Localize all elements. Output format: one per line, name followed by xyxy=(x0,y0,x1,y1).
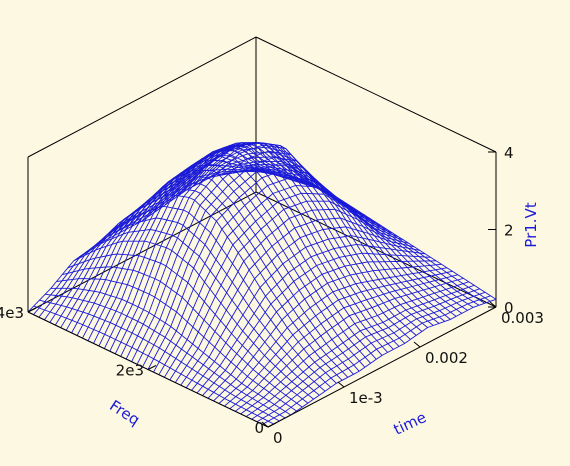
surface-mesh-line-time xyxy=(33,305,274,425)
surface-mesh-line-time xyxy=(215,163,457,317)
z-tick-label: 0 xyxy=(504,299,514,317)
surface-mesh-line-time xyxy=(62,266,303,408)
surface-mesh-line-freq xyxy=(218,267,447,404)
x-axis-tick xyxy=(267,422,277,428)
surface-mesh-line-freq xyxy=(120,142,349,357)
surface-mesh-line-time xyxy=(204,156,445,322)
surface-mesh-line-time xyxy=(67,253,309,404)
surface-mesh-line-time xyxy=(170,142,411,340)
y-axis-tick xyxy=(489,301,497,308)
x-tick-label: 2e3 xyxy=(116,362,144,380)
surface-mesh-line-time xyxy=(210,160,451,320)
surface-mesh-line-time xyxy=(135,155,377,360)
x-tick-label: 0 xyxy=(254,419,264,437)
surface-mesh-line-time xyxy=(175,142,417,336)
surface-mesh-line-time xyxy=(50,287,292,416)
surface-mesh-line-time xyxy=(238,170,480,306)
y-tick-label: 0.003 xyxy=(501,309,544,327)
surface-mesh-line-time xyxy=(73,240,314,400)
plot-box-front-frame xyxy=(27,306,497,428)
x-axis-title: Freq xyxy=(106,397,143,430)
z-tick-label: 4 xyxy=(504,144,514,162)
surface-mesh-line-time xyxy=(198,151,440,324)
surface-mesh-line-time xyxy=(79,229,320,396)
y-axis-tick xyxy=(261,421,269,428)
box-edge xyxy=(255,36,497,153)
surface-mesh-line-time xyxy=(153,146,394,350)
surface-mesh-line-time xyxy=(181,142,423,332)
surface-mesh-line-time xyxy=(250,169,491,302)
surface-mesh-line-time xyxy=(90,205,332,388)
surface-mesh-line-time xyxy=(56,278,297,412)
surface-mesh-line-time xyxy=(192,146,434,326)
surface-mesh-line-time xyxy=(101,188,343,381)
y-axis-tick xyxy=(413,341,421,348)
surface-mesh-line-time xyxy=(255,168,497,300)
surface-mesh-line-time xyxy=(45,293,286,419)
box-edge xyxy=(267,306,497,428)
x-axis-tick xyxy=(27,307,37,313)
surface-mesh-line-time xyxy=(96,194,337,384)
y-tick-label: 0 xyxy=(273,429,283,447)
y-axis-title: time xyxy=(391,408,429,439)
surface-mesh-line-time xyxy=(107,182,349,378)
surface-mesh-line-time xyxy=(39,299,280,422)
y-tick-label: 1e-3 xyxy=(349,389,383,407)
surface-mesh-line-time xyxy=(187,142,428,328)
surface-mesh-line-time xyxy=(244,170,485,304)
surface-mesh-line-time xyxy=(113,176,354,375)
box-edge xyxy=(27,191,257,313)
x-axis-tick xyxy=(147,365,157,370)
y-tick-label: 0.002 xyxy=(425,349,468,367)
surface-mesh-line-time xyxy=(84,217,326,392)
z-tick-label: 2 xyxy=(504,222,514,240)
x-tick-label: 4e3 xyxy=(0,304,24,322)
surface-mesh-line-time xyxy=(130,160,371,364)
surface-mesh xyxy=(27,142,497,428)
surface-mesh-line-freq xyxy=(125,144,355,360)
box-edge xyxy=(27,36,257,158)
z-axis-title: Pr1.Vt xyxy=(522,202,540,248)
y-axis-tick xyxy=(337,381,345,388)
surface-mesh-line-time xyxy=(164,142,406,344)
